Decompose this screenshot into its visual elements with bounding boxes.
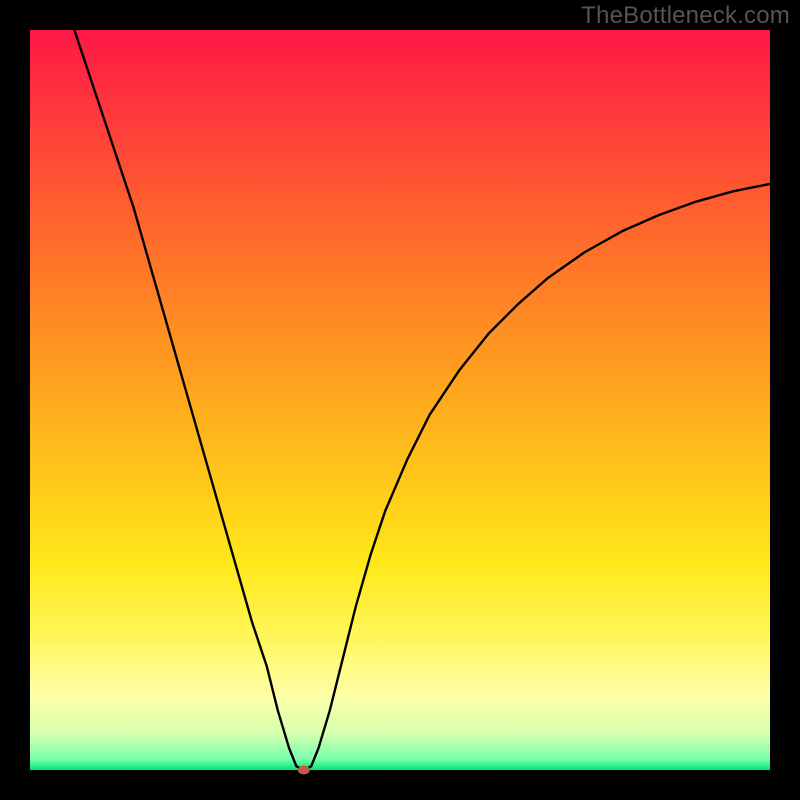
chart-frame: TheBottleneck.com [0,0,800,800]
plot-background [30,30,770,770]
bottleneck-chart [0,0,800,800]
optimal-point-marker [298,766,310,775]
watermark-text: TheBottleneck.com [581,2,790,30]
